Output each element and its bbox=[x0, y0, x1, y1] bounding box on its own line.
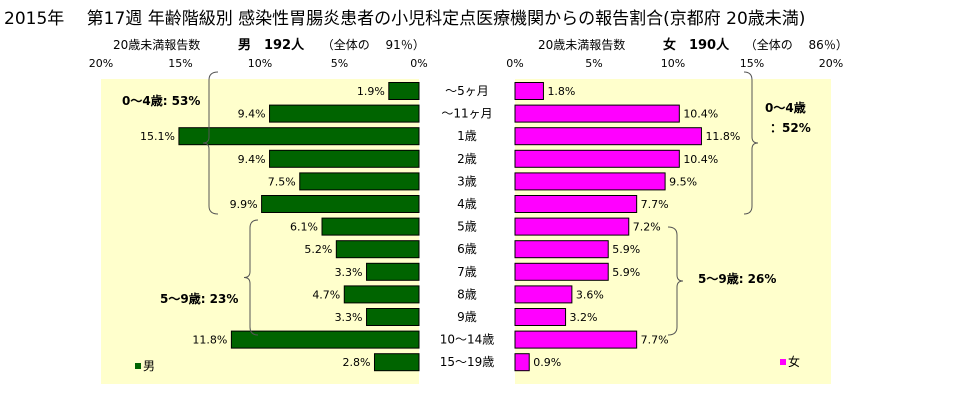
female-bar bbox=[514, 217, 630, 236]
male-value-label: 3.3% bbox=[335, 311, 363, 324]
female-tick-label: 0% bbox=[506, 57, 523, 70]
male-value-label: 2.8% bbox=[343, 356, 371, 369]
female-bar bbox=[514, 82, 544, 100]
female-header-share: （全体の 86％） bbox=[744, 38, 848, 52]
female-bar bbox=[514, 127, 702, 146]
female-bar bbox=[514, 353, 530, 372]
legend-female-swatch bbox=[780, 359, 786, 365]
male-tick-label: 10% bbox=[248, 57, 272, 70]
female-value-label: 10.4% bbox=[683, 108, 718, 121]
female-tick-label: 5% bbox=[585, 57, 602, 70]
male-bar bbox=[366, 308, 420, 326]
legend-male-label: 男 bbox=[143, 359, 155, 373]
female-header: 20歳未満報告数 女 190人 （全体の 86％） bbox=[538, 34, 848, 53]
female-value-label: 3.6% bbox=[576, 288, 604, 301]
category-label: 2歳 bbox=[457, 152, 477, 166]
female-tick-label: 20% bbox=[819, 57, 843, 70]
group-brace bbox=[743, 71, 759, 215]
category-label: 5歳 bbox=[457, 220, 477, 234]
female-5-9-annotation: 5～9歳: 26% bbox=[698, 271, 776, 286]
female-bar bbox=[514, 104, 680, 123]
chart-title: 2015年 第17週 年齢階級別 感染性胃腸炎患者の小児科定点医療機関からの報告… bbox=[4, 9, 806, 29]
male-value-label: 11.8% bbox=[192, 334, 227, 347]
category-label: 15～19歳 bbox=[440, 355, 495, 369]
male-bar bbox=[388, 82, 420, 100]
female-bar bbox=[514, 308, 567, 326]
female-bar bbox=[514, 240, 609, 259]
female-bar bbox=[514, 195, 638, 213]
female-tick-label: 15% bbox=[740, 57, 764, 70]
female-0-4-annotation-line1: 0～4歳 bbox=[765, 100, 806, 115]
male-bar bbox=[269, 104, 420, 123]
male-tick-label: 20% bbox=[89, 57, 113, 70]
male-bar bbox=[373, 353, 420, 372]
male-header-prefix: 20歳未満報告数 bbox=[113, 38, 201, 52]
female-value-label: 1.8% bbox=[547, 85, 575, 98]
male-bar bbox=[269, 149, 420, 168]
legend-female-label: 女 bbox=[788, 354, 800, 369]
male-0-4-annotation: 0～4歳: 53% bbox=[122, 93, 200, 108]
male-value-label: 9.4% bbox=[238, 108, 266, 121]
female-header-label: 女 190人 bbox=[662, 38, 730, 53]
male-value-label: 4.7% bbox=[312, 288, 340, 301]
female-bar bbox=[514, 262, 609, 281]
category-label: 3歳 bbox=[457, 174, 477, 188]
female-0-4-annotation-line2: ：52% bbox=[770, 121, 811, 135]
female-value-label: 10.4% bbox=[683, 153, 718, 166]
male-value-label: 5.2% bbox=[304, 243, 332, 256]
category-label: 7歳 bbox=[457, 265, 477, 279]
category-label: 6歳 bbox=[457, 242, 477, 256]
female-value-label: 11.8% bbox=[705, 130, 740, 143]
female-value-label: 3.2% bbox=[570, 311, 598, 324]
category-label: 9歳 bbox=[457, 310, 477, 324]
male-header-label: 男 192人 bbox=[237, 38, 305, 53]
male-value-label: 1.9% bbox=[357, 85, 385, 98]
female-value-label: 7.2% bbox=[633, 221, 661, 234]
group-brace bbox=[202, 71, 219, 215]
male-tick-label: 5% bbox=[331, 57, 348, 70]
male-tick-label: 15% bbox=[168, 57, 192, 70]
female-value-label: 5.9% bbox=[612, 243, 640, 256]
male-bar bbox=[178, 127, 420, 146]
female-bar bbox=[514, 172, 666, 191]
male-bar bbox=[261, 195, 420, 213]
male-bar bbox=[366, 262, 420, 281]
male-value-label: 15.1% bbox=[140, 130, 175, 143]
female-value-label: 0.9% bbox=[533, 356, 561, 369]
male-value-label: 9.9% bbox=[230, 198, 258, 211]
category-label: 10～14歳 bbox=[440, 333, 495, 347]
male-5-9-annotation: 5～9歳: 23% bbox=[160, 291, 238, 306]
category-label: ～5ヶ月 bbox=[445, 84, 489, 98]
female-header-prefix: 20歳未満報告数 bbox=[538, 38, 626, 52]
male-value-label: 7.5% bbox=[268, 175, 296, 188]
male-bar bbox=[343, 285, 420, 304]
category-label: ～11ヶ月 bbox=[441, 107, 492, 121]
category-label: 8歳 bbox=[457, 287, 477, 301]
male-tick-label: 0% bbox=[410, 57, 427, 70]
male-value-label: 3.3% bbox=[335, 266, 363, 279]
female-value-label: 7.7% bbox=[641, 198, 669, 211]
male-bar bbox=[230, 330, 420, 349]
group-brace bbox=[243, 219, 259, 336]
category-label: 1歳 bbox=[457, 129, 477, 143]
male-bar bbox=[335, 240, 420, 259]
male-bar bbox=[299, 172, 420, 191]
female-bar bbox=[514, 149, 680, 168]
group-brace bbox=[667, 226, 684, 336]
legend-male-swatch bbox=[135, 363, 141, 369]
female-value-label: 7.7% bbox=[641, 334, 669, 347]
male-header: 20歳未満報告数 男 192人 （全体の 91％） bbox=[113, 34, 425, 53]
male-value-label: 6.1% bbox=[290, 221, 318, 234]
male-value-label: 9.4% bbox=[238, 153, 266, 166]
category-label: 4歳 bbox=[457, 197, 477, 211]
female-bar bbox=[514, 330, 638, 349]
female-bar bbox=[514, 285, 573, 304]
female-tick-label: 10% bbox=[661, 57, 685, 70]
male-bar bbox=[321, 217, 420, 236]
female-value-label: 5.9% bbox=[612, 266, 640, 279]
female-value-label: 9.5% bbox=[669, 175, 697, 188]
male-header-share: （全体の 91％） bbox=[321, 38, 425, 52]
